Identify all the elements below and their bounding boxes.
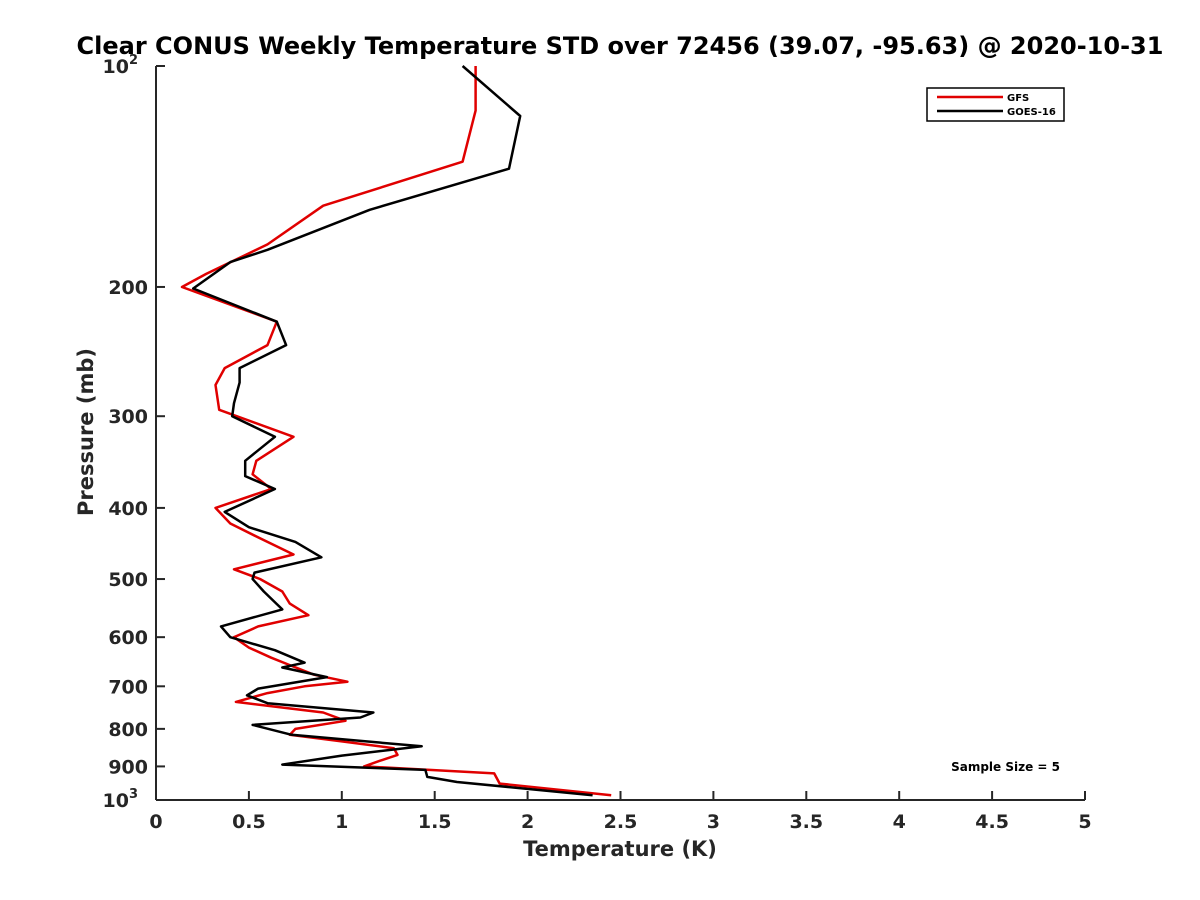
y-tick-label: 700 — [108, 676, 148, 698]
y-tick-label: 300 — [108, 406, 148, 428]
y-tick-base: 500 — [108, 569, 148, 591]
x-tick-label: 2 — [521, 811, 534, 833]
y-tick-label: 800 — [108, 719, 148, 741]
series-layer — [180, 65, 612, 797]
x-tick-label: 3.5 — [789, 811, 823, 833]
x-tick-label: 3 — [707, 811, 720, 833]
series-line-goes-16 — [191, 65, 593, 797]
legend-label: GOES-16 — [1007, 107, 1056, 118]
x-axis-label: Temperature (K) — [523, 837, 717, 861]
x-tick-label: 0 — [149, 811, 162, 833]
legend-label: GFS — [1007, 93, 1029, 104]
y-tick-base: 300 — [108, 406, 148, 428]
sample-size-annotation: Sample Size = 5 — [951, 760, 1060, 774]
y-tick-exponent: 3 — [129, 787, 138, 802]
x-tick-label: 1 — [335, 811, 348, 833]
y-tick-label: 103 — [103, 787, 139, 812]
y-tick-base: 10 — [103, 790, 129, 812]
y-tick-base: 200 — [108, 277, 148, 299]
y-tick-base: 600 — [108, 627, 148, 649]
y-tick-label: 500 — [108, 569, 148, 591]
y-tick-label: 900 — [108, 756, 148, 778]
y-tick-base: 900 — [108, 756, 148, 778]
y-tick-label: 200 — [108, 277, 148, 299]
y-tick-label: 102 — [103, 53, 139, 78]
y-tick-base: 400 — [108, 498, 148, 520]
x-tick-label: 1.5 — [418, 811, 452, 833]
x-tick-label: 4.5 — [975, 811, 1009, 833]
series-line-gfs — [180, 66, 612, 797]
legend: GFS GOES-16 — [926, 87, 1065, 122]
y-tick-label: 400 — [108, 498, 148, 520]
y-tick-base: 800 — [108, 719, 148, 741]
x-tick-label: 5 — [1078, 811, 1091, 833]
x-tick-label: 0.5 — [232, 811, 266, 833]
plot-area — [155, 66, 1085, 801]
x-axis-ticks: 0 0.5 1 1.5 2 2.5 3 3.5 4 4.5 5 — [149, 791, 1092, 833]
x-tick-label: 2.5 — [604, 811, 638, 833]
x-tick-label: 4 — [893, 811, 906, 833]
legend-box — [926, 87, 1065, 122]
y-axis-label: Pressure (mb) — [74, 348, 98, 516]
y-tick-label: 600 — [108, 627, 148, 649]
y-tick-exponent: 2 — [129, 53, 138, 68]
chart-title: Clear CONUS Weekly Temperature STD over … — [77, 32, 1164, 60]
y-tick-base: 10 — [103, 56, 129, 78]
y-tick-base: 700 — [108, 676, 148, 698]
